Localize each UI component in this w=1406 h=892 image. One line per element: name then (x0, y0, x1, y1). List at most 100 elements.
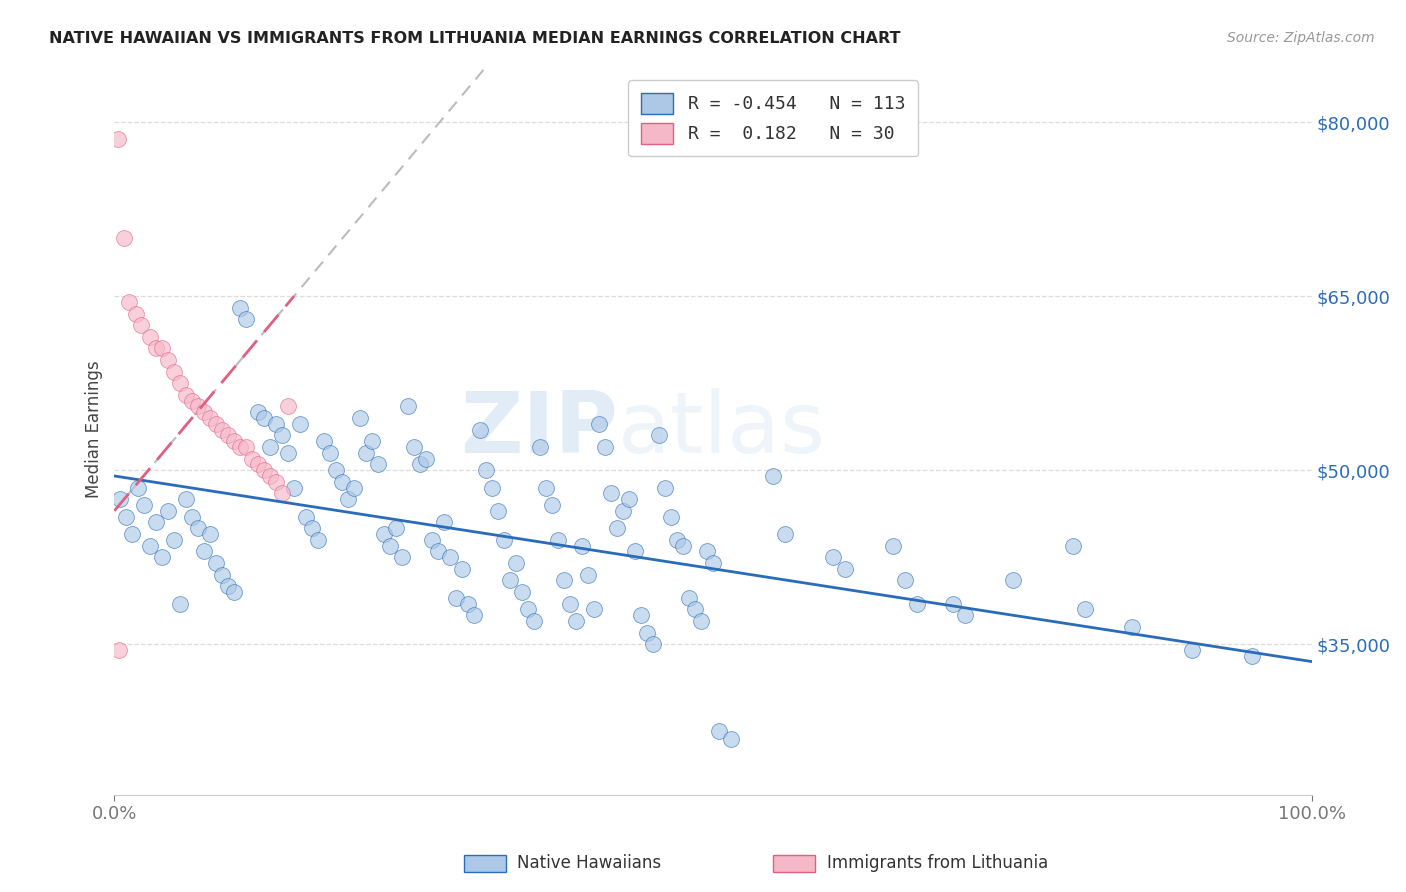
Point (150, 550, 173, 565)
Point (264, 475, 287, 489)
Point (343, 481, 366, 495)
Point (600, 486, 623, 500)
Point (319, 446, 342, 460)
Point (426, 544, 449, 558)
Point (139, 330, 162, 344)
Point (953, 608, 976, 623)
Point (312, 434, 335, 449)
Point (547, 533, 569, 547)
Point (187, 521, 209, 535)
Point (259, 440, 281, 454)
Point (112, 231, 135, 245)
Point (325, 463, 347, 477)
Point (200, 527, 222, 541)
Point (481, 481, 503, 495)
Point (564, 614, 586, 628)
Text: Immigrants from Lithuania: Immigrants from Lithuania (827, 855, 1047, 872)
Point (271, 486, 294, 500)
Point (1062, 539, 1084, 553)
Point (125, 306, 148, 320)
Point (529, 440, 551, 454)
Point (211, 423, 233, 437)
Point (486, 504, 509, 518)
Point (762, 469, 785, 483)
Point (709, 724, 731, 739)
Point (264, 417, 287, 431)
Point (553, 574, 575, 588)
Point (942, 597, 965, 611)
Point (217, 428, 239, 442)
Point (1121, 620, 1143, 634)
Point (439, 550, 461, 565)
Point (534, 481, 557, 495)
Point (247, 405, 270, 419)
Point (1073, 602, 1095, 616)
Point (474, 463, 496, 477)
Point (174, 388, 197, 402)
Point (181, 393, 204, 408)
Point (367, 458, 389, 472)
Point (150, 342, 173, 356)
Point (576, 567, 599, 582)
Point (108, 643, 131, 657)
Point (277, 446, 299, 460)
Point (894, 574, 917, 588)
Point (288, 417, 311, 431)
Point (696, 544, 718, 558)
Point (624, 544, 647, 558)
Point (277, 400, 299, 414)
Point (659, 509, 682, 524)
Point (1241, 648, 1264, 663)
Point (905, 597, 928, 611)
Point (636, 625, 658, 640)
Point (450, 562, 472, 576)
Point (391, 550, 413, 565)
Point (169, 376, 191, 391)
Point (882, 539, 904, 553)
Point (619, 492, 641, 507)
Point (187, 400, 209, 414)
Point (1001, 574, 1024, 588)
Point (648, 428, 671, 442)
Point (409, 458, 432, 472)
Point (253, 463, 276, 477)
Point (444, 591, 467, 605)
Text: Native Hawaiians: Native Hawaiians (517, 855, 662, 872)
Point (558, 597, 581, 611)
Point (678, 591, 700, 605)
Point (224, 434, 246, 449)
Point (385, 521, 408, 535)
Point (336, 492, 359, 507)
Point (505, 556, 527, 570)
Point (666, 533, 689, 547)
Point (301, 521, 323, 535)
Point (307, 533, 329, 547)
Point (121, 527, 143, 541)
Point (127, 481, 149, 495)
Point (498, 574, 520, 588)
Point (193, 544, 215, 558)
Point (229, 301, 252, 315)
Point (134, 498, 156, 512)
Point (354, 446, 377, 460)
Point (821, 550, 844, 565)
Point (157, 504, 180, 518)
Point (595, 440, 617, 454)
Point (217, 579, 239, 593)
Point (193, 405, 215, 419)
Text: Source: ZipAtlas.com: Source: ZipAtlas.com (1227, 31, 1375, 45)
Point (174, 492, 197, 507)
Point (720, 732, 742, 747)
Point (361, 434, 384, 449)
Point (643, 637, 665, 651)
Point (492, 533, 515, 547)
Point (118, 294, 141, 309)
Point (224, 585, 246, 599)
Point (157, 353, 180, 368)
Point (373, 527, 395, 541)
Point (107, 132, 129, 146)
Point (235, 312, 257, 326)
Point (582, 602, 605, 616)
Point (510, 585, 533, 599)
Point (630, 608, 652, 623)
